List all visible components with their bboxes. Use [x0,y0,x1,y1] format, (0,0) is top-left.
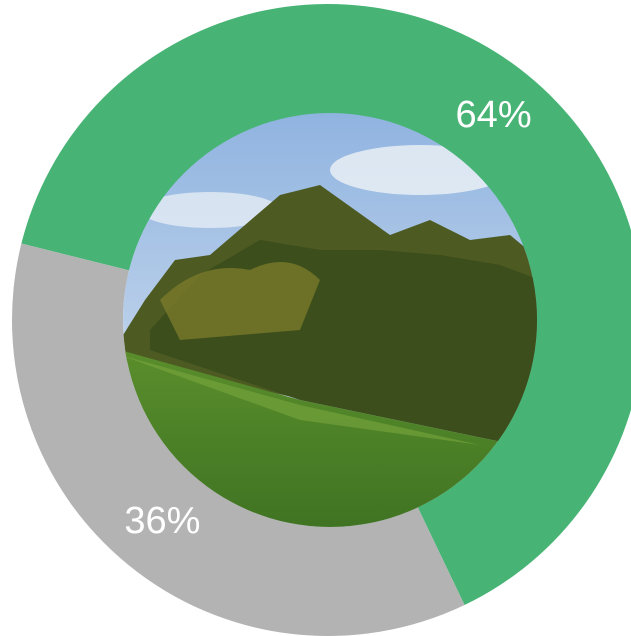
slice-label: 64% [456,94,532,136]
donut [11,4,631,636]
donut-slice [21,4,631,605]
donut-slice [11,243,465,636]
slice-label: 36% [124,500,200,542]
